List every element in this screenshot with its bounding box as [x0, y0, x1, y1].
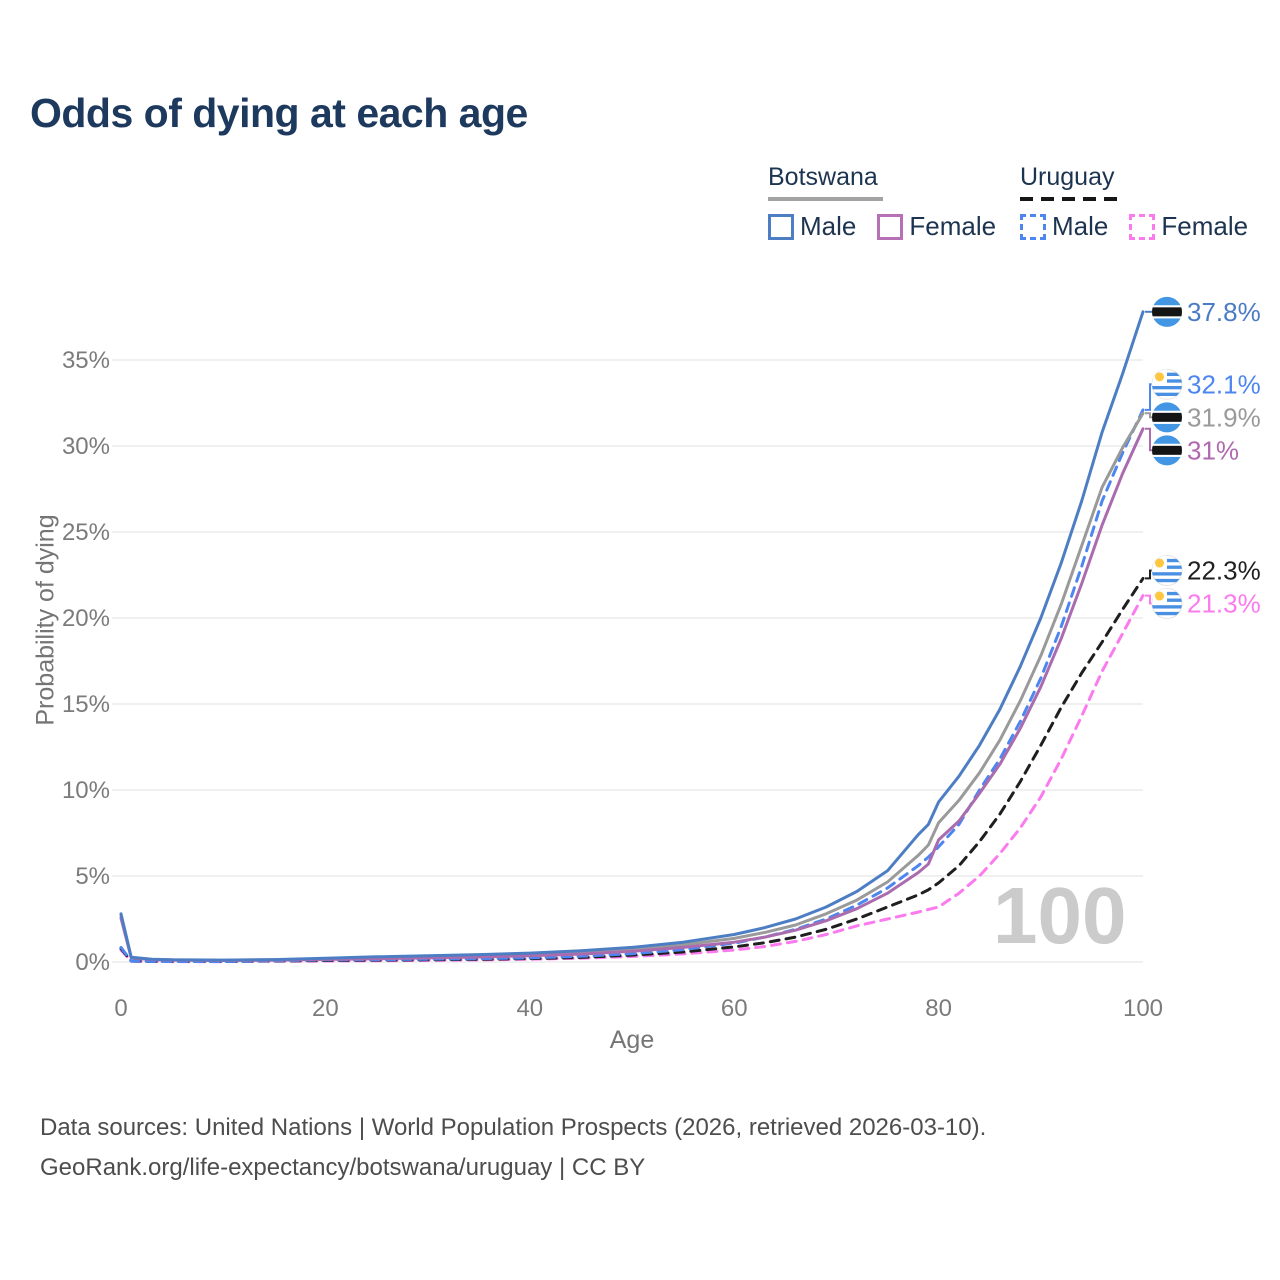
uruguay-flag-icon	[1151, 368, 1183, 400]
end-value-label-uruguay-male: 32.1%	[1187, 369, 1261, 399]
botswana-male-swatch-icon	[768, 213, 794, 240]
page-title: Odds of dying at each age	[30, 90, 528, 136]
uruguay-flag-icon	[1151, 588, 1183, 620]
x-axis-title: Age	[609, 1026, 655, 1054]
end-label-connector	[1145, 569, 1153, 580]
botswana-flag-icon	[1152, 402, 1182, 433]
series-line-uruguay-male[interactable]	[119, 408, 1145, 963]
end-value-label-uruguay-female: 21.3%	[1187, 589, 1261, 619]
y-axis-title: Probability of dying	[31, 514, 60, 726]
end-label-connector	[1145, 412, 1153, 419]
footer-attribution: GeoRank.org/life-expectancy/botswana/uru…	[40, 1154, 646, 1181]
footer: Data sources: United Nations | World Pop…	[40, 1108, 986, 1188]
end-value-label-botswana-both: 31.9%	[1187, 402, 1261, 432]
legend-item-botswana-male[interactable]: Male	[768, 211, 856, 242]
legend-item-label: Male	[1052, 211, 1109, 241]
uruguay-flag-icon	[1151, 555, 1183, 587]
uruguay-line-swatch-icon	[1020, 197, 1120, 201]
x-tick-label: 20	[312, 995, 339, 1022]
y-tick-label: 15%	[62, 691, 110, 718]
end-label-connector	[1145, 594, 1153, 605]
y-tick-label: 35%	[62, 347, 110, 374]
uruguay-male-swatch-icon	[1020, 213, 1046, 240]
botswana-flag-icon	[1152, 435, 1182, 466]
x-tick-label: 80	[925, 995, 952, 1022]
legend-item-label: Female	[909, 211, 997, 241]
legend-group-uruguay: Uruguay Male Female	[1020, 163, 1248, 242]
series-line-botswana-male[interactable]	[119, 310, 1145, 962]
legend-item-label: Female	[1161, 211, 1249, 241]
x-tick-label: 60	[721, 995, 748, 1022]
y-tick-label: 0%	[75, 949, 110, 976]
legend-group-botswana: Botswana Male Female	[768, 163, 996, 242]
legend-item-label: Male	[800, 211, 857, 241]
y-tick-label: 20%	[62, 605, 110, 632]
y-tick-label: 30%	[62, 433, 110, 460]
y-tick-label: 25%	[62, 519, 110, 546]
end-value-label-botswana-female: 31%	[1187, 435, 1239, 465]
legend-item-uruguay-male[interactable]: Male	[1020, 211, 1108, 242]
botswana-flag-icon	[1152, 296, 1182, 327]
x-tick-label: 0	[114, 995, 127, 1022]
x-tick-label: 100	[1123, 995, 1163, 1022]
x-tick-label: 40	[516, 995, 543, 1022]
end-value-label-botswana-male: 37.8%	[1187, 297, 1261, 327]
botswana-line-swatch-icon	[768, 197, 883, 201]
botswana-female-swatch-icon	[877, 213, 904, 240]
end-label-connector	[1145, 383, 1153, 411]
hovered-age-watermark: 100	[993, 871, 1127, 960]
end-value-label-uruguay-both: 22.3%	[1187, 556, 1261, 586]
legend-item-uruguay-female[interactable]: Female	[1129, 211, 1248, 242]
uruguay-female-swatch-icon	[1129, 213, 1156, 240]
series-line-botswana-female[interactable]	[119, 427, 1145, 962]
end-label-connector	[1145, 427, 1153, 452]
series-line-uruguay-both[interactable]	[119, 576, 1145, 963]
y-tick-label: 5%	[75, 863, 110, 890]
legend-country-uruguay: Uruguay	[1020, 163, 1115, 191]
series-line-botswana-both[interactable]	[119, 411, 1145, 962]
y-tick-label: 10%	[62, 777, 110, 804]
legend-item-botswana-female[interactable]: Female	[877, 211, 996, 242]
legend-country-botswana: Botswana	[768, 163, 878, 191]
footer-sources: Data sources: United Nations | World Pop…	[40, 1114, 987, 1141]
